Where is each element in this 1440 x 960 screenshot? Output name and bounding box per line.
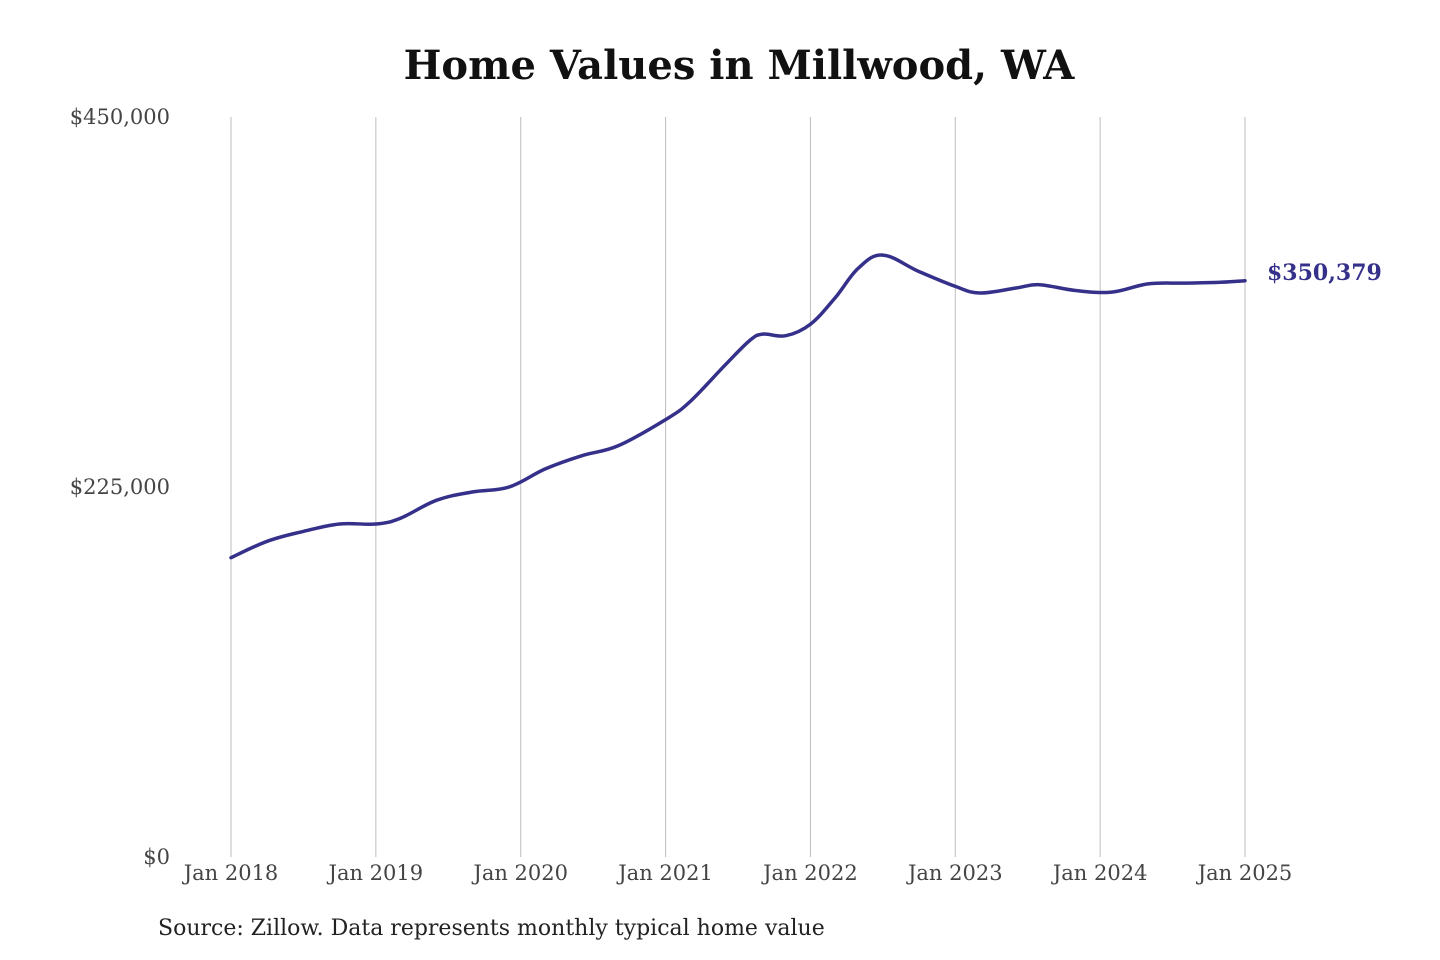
source-note: Source: Zillow. Data represents monthly … <box>158 916 825 941</box>
chart-title: Home Values in Millwood, WA <box>403 42 1075 89</box>
gridlines <box>230 117 1246 857</box>
x-tick-label: Jan 2023 <box>906 861 1003 885</box>
x-tick-label: Jan 2022 <box>761 861 858 885</box>
series-line <box>229 253 1247 560</box>
series-layer <box>229 253 1247 560</box>
x-tick-label: Jan 2021 <box>616 861 713 885</box>
x-tick-label: Jan 2024 <box>1051 861 1148 885</box>
x-tick-label: Jan 2018 <box>182 861 279 885</box>
x-tick-label: Jan 2025 <box>1196 861 1293 885</box>
x-axis-tick-labels: Jan 2018 Jan 2019 Jan 2020 Jan 2021 Jan 2022… <box>182 861 1293 885</box>
y-axis-tick-labels: $0 $225,000 $450,000 <box>70 105 170 869</box>
y-tick-label: $450,000 <box>70 105 170 129</box>
y-tick-label: $0 <box>143 845 170 869</box>
x-tick-label: Jan 2019 <box>327 861 424 885</box>
end-value-label: $350,379 <box>1267 260 1382 286</box>
x-tick-label: Jan 2020 <box>471 861 568 885</box>
y-tick-label: $225,000 <box>70 475 170 499</box>
